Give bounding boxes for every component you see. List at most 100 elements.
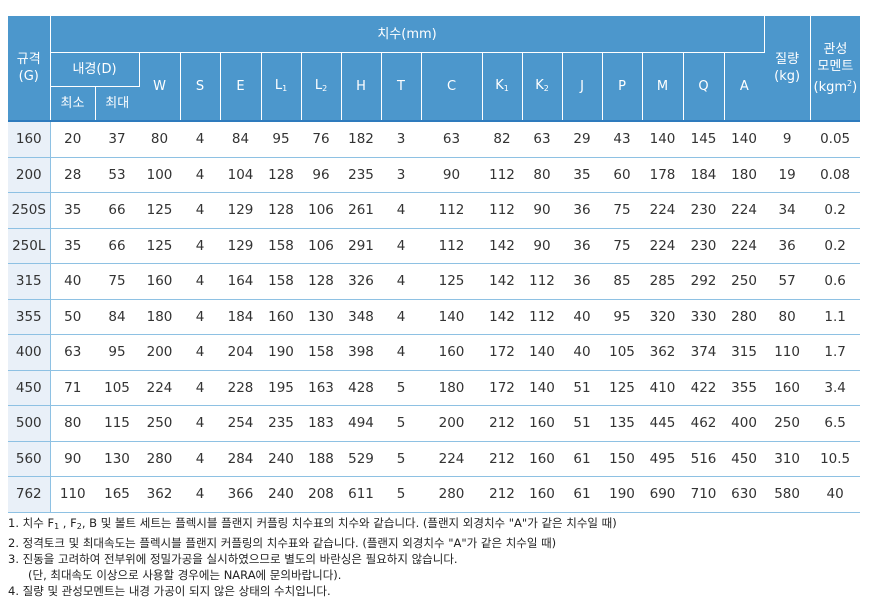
table-cell: 212 — [482, 476, 522, 513]
table-cell: 0.2 — [810, 192, 861, 229]
table-cell: 112 — [421, 192, 482, 229]
table-cell: 160 — [764, 370, 811, 406]
table-cell: 400 — [724, 405, 765, 442]
note-3: 3. 진동을 고려하여 전부위에 정밀가공을 실시하였으므로 별도의 바란싱은 … — [8, 552, 458, 566]
spec-code-cell: 315 — [8, 263, 51, 300]
table-cell: 106 — [301, 228, 341, 264]
table-row: 762 110 165 362 4 366 240 208 611 5 280 212 160 61 190… — [8, 476, 861, 513]
table-cell: 51 — [562, 405, 602, 442]
table-cell: 172 — [482, 370, 522, 406]
table-cell: 0.08 — [810, 157, 861, 193]
table-cell: 240 — [261, 441, 301, 477]
table-cell: 40 — [50, 263, 95, 300]
table-cell: 76 — [301, 120, 341, 158]
table-cell: 180 — [139, 299, 180, 335]
table-cell: 125 — [139, 228, 180, 264]
table-cell: 85 — [602, 263, 642, 300]
table-cell: 40 — [562, 299, 602, 335]
table-cell: 37 — [95, 120, 139, 158]
table-cell: 53 — [95, 157, 139, 193]
table-cell: 224 — [642, 228, 683, 264]
inertia-header: 관성 모멘트 (kgm2) — [810, 16, 861, 122]
table-cell: 320 — [642, 299, 683, 335]
table-cell: 495 — [642, 441, 683, 477]
table-cell: 125 — [421, 263, 482, 300]
table-cell: 36 — [764, 228, 811, 264]
table-cell: 158 — [301, 334, 341, 371]
table-cell: 224 — [421, 441, 482, 477]
table-cell: 80 — [50, 405, 95, 442]
table-cell: 128 — [261, 157, 301, 193]
table-cell: 4 — [381, 192, 421, 229]
table-cell: 188 — [301, 441, 341, 477]
bore-max-header: 최대 — [95, 86, 139, 122]
table-row: 355 50 84 180 4 184 160 130 348 4 140 142 112 40 95 320… — [8, 299, 861, 335]
table-cell: 5 — [381, 441, 421, 477]
table-cell: 165 — [95, 476, 139, 513]
spec-code-cell: 762 — [8, 476, 51, 513]
table-cell: 230 — [683, 192, 724, 229]
table-cell: 10.5 — [810, 441, 861, 477]
table-cell: 224 — [642, 192, 683, 229]
table-cell: 84 — [220, 120, 261, 158]
table-cell: 96 — [301, 157, 341, 193]
table-cell: 43 — [602, 120, 642, 158]
table-cell: 330 — [683, 299, 724, 335]
table-cell: 4 — [180, 157, 220, 193]
table-cell: 630 — [724, 476, 765, 513]
spec-table-body: 160 20 37 80 4 84 95 76 182 3 63 82 63 29 43 140 145 140 9… — [8, 120, 861, 513]
bore-header: 내경(D) — [50, 52, 140, 87]
table-cell: 5 — [381, 370, 421, 406]
table-cell: 230 — [683, 228, 724, 264]
table-cell: 80 — [764, 299, 811, 335]
table-row: 450 71 105 224 4 228 195 163 428 5 180 172 140 51 125 4… — [8, 370, 861, 406]
table-cell: 4 — [180, 334, 220, 371]
table-cell: 710 — [683, 476, 724, 513]
table-cell: 160 — [139, 263, 180, 300]
table-cell: 75 — [95, 263, 139, 300]
note-3-continued: (단, 최대속도 이상으로 사용할 경우에는 NARA에 문의바랍니다). — [28, 568, 342, 582]
dim-header: Q — [683, 52, 725, 122]
table-cell: 160 — [522, 441, 562, 477]
table-cell: 112 — [482, 192, 522, 229]
table-cell: 112 — [522, 263, 562, 300]
table-cell: 310 — [764, 441, 811, 477]
table-cell: 140 — [642, 120, 683, 158]
table-cell: 63 — [421, 120, 482, 158]
table-cell: 280 — [421, 476, 482, 513]
table-cell: 366 — [220, 476, 261, 513]
table-cell: 50 — [50, 299, 95, 335]
table-cell: 140 — [421, 299, 482, 335]
table-cell: 172 — [482, 334, 522, 371]
table-cell: 163 — [301, 370, 341, 406]
note-2: 2. 정격토크 및 최대속도는 플렉시블 플랜지 커플링의 치수표와 같습니다.… — [8, 536, 557, 550]
table-cell: 112 — [522, 299, 562, 335]
table-cell: 90 — [50, 441, 95, 477]
table-cell: 142 — [482, 263, 522, 300]
table-cell: 212 — [482, 441, 522, 477]
table-cell: 3 — [381, 157, 421, 193]
table-cell: 36 — [562, 263, 602, 300]
dims-group-header: 치수(mm) — [50, 16, 765, 53]
spec-code-cell: 560 — [8, 441, 51, 477]
table-cell: 36 — [562, 228, 602, 264]
dim-header: C — [421, 52, 483, 122]
table-cell: 4 — [180, 370, 220, 406]
table-cell: 1.7 — [810, 334, 861, 371]
table-cell: 104 — [220, 157, 261, 193]
table-cell: 128 — [301, 263, 341, 300]
table-cell: 128 — [261, 192, 301, 229]
mass-header: 질량 (kg) — [764, 16, 811, 122]
table-cell: 182 — [341, 120, 381, 158]
table-cell: 164 — [220, 263, 261, 300]
table-cell: 60 — [602, 157, 642, 193]
bore-min-header: 최소 — [50, 86, 96, 122]
table-cell: 110 — [764, 334, 811, 371]
table-cell: 110 — [50, 476, 95, 513]
table-cell: 398 — [341, 334, 381, 371]
table-cell: 9 — [764, 120, 811, 158]
table-cell: 0.6 — [810, 263, 861, 300]
table-cell: 184 — [683, 157, 724, 193]
table-cell: 284 — [220, 441, 261, 477]
dim-header: L2 — [301, 52, 342, 122]
